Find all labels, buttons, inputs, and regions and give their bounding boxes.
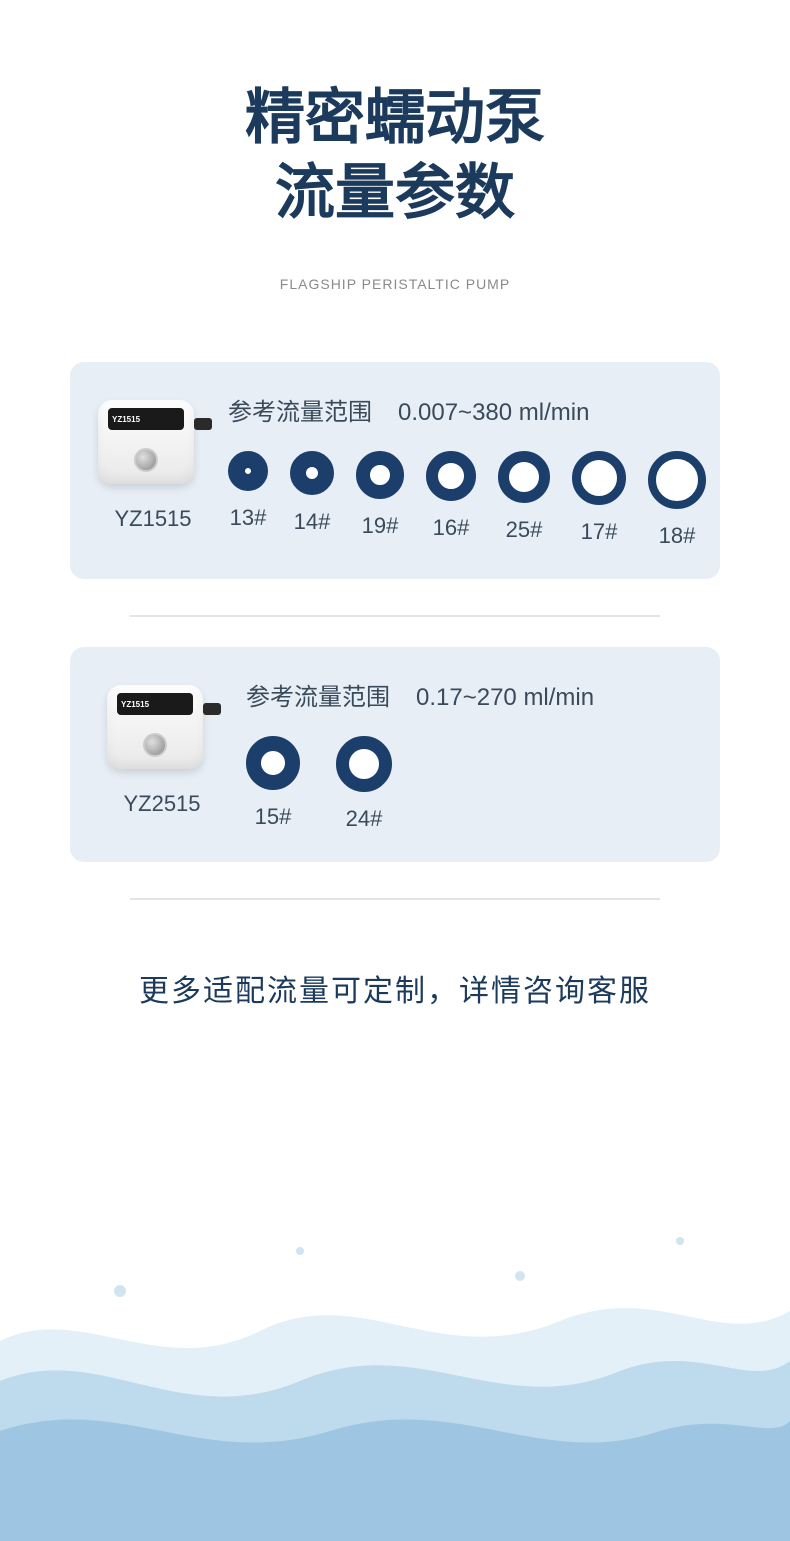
product-col: YZ1515 YZ2515 bbox=[98, 677, 226, 817]
model-label: YZ1515 bbox=[114, 506, 191, 532]
bubble-icon bbox=[676, 1237, 684, 1245]
tube-item: 24# bbox=[336, 736, 392, 832]
tube-label: 17# bbox=[581, 519, 618, 545]
bubble-icon bbox=[296, 1247, 304, 1255]
pump-illustration: YZ1515 bbox=[98, 392, 208, 492]
flow-value: 0.17~270 ml/min bbox=[416, 684, 594, 712]
tube-item: 15# bbox=[246, 736, 300, 832]
divider bbox=[130, 898, 660, 900]
tube-item: 14# bbox=[290, 451, 334, 549]
wave-mid bbox=[0, 1361, 790, 1541]
spec-col: 参考流量范围 0.007~380 ml/min 13#14#19#16#25#1… bbox=[208, 392, 706, 549]
pump-roller bbox=[134, 448, 158, 472]
tube-ring-icon bbox=[290, 451, 334, 495]
tube-ring-icon bbox=[228, 451, 268, 491]
tube-label: 24# bbox=[346, 806, 383, 832]
pump-roller bbox=[143, 733, 167, 757]
spec-header: 参考流量范围 0.17~270 ml/min bbox=[246, 677, 686, 712]
tube-ring-icon bbox=[336, 736, 392, 792]
title-line-1: 精密蠕动泵 bbox=[0, 80, 790, 155]
flow-label: 参考流量范围 bbox=[228, 392, 372, 427]
tube-ring-icon bbox=[498, 451, 550, 503]
tube-ring-icon bbox=[246, 736, 300, 790]
pump-illustration: YZ1515 bbox=[107, 677, 217, 777]
pump-knob bbox=[194, 418, 212, 430]
footer-note: 更多适配流量可定制，详情咨询客服 bbox=[0, 966, 790, 1010]
tube-label: 15# bbox=[255, 804, 292, 830]
divider bbox=[130, 615, 660, 617]
pump-badge: YZ1515 bbox=[108, 408, 184, 430]
page-title: 精密蠕动泵 流量参数 bbox=[0, 80, 790, 230]
tube-item: 19# bbox=[356, 451, 404, 549]
bubble-icon bbox=[515, 1271, 525, 1281]
title-line-2: 流量参数 bbox=[0, 155, 790, 230]
tube-label: 18# bbox=[659, 523, 696, 549]
pump-badge: YZ1515 bbox=[117, 693, 193, 715]
spec-header: 参考流量范围 0.007~380 ml/min bbox=[228, 392, 706, 427]
tube-ring-icon bbox=[648, 451, 706, 509]
spec-col: 参考流量范围 0.17~270 ml/min 15# 24# bbox=[226, 677, 686, 832]
tube-label: 13# bbox=[230, 505, 267, 531]
tube-item: 25# bbox=[498, 451, 550, 549]
tube-label: 19# bbox=[362, 513, 399, 539]
flow-value: 0.007~380 ml/min bbox=[398, 399, 589, 427]
wave-front bbox=[0, 1419, 790, 1541]
product-card-yz2515: YZ1515 YZ2515 参考流量范围 0.17~270 ml/min 15#… bbox=[70, 647, 720, 862]
tube-item: 18# bbox=[648, 451, 706, 549]
page-subtitle: FLAGSHIP PERISTALTIC PUMP bbox=[0, 276, 790, 292]
tube-ring-icon bbox=[426, 451, 476, 501]
tube-label: 16# bbox=[433, 515, 470, 541]
tube-row: 15# 24# bbox=[246, 736, 686, 832]
tube-label: 25# bbox=[506, 517, 543, 543]
tube-ring-icon bbox=[356, 451, 404, 499]
tube-row: 13# 14# 19# 16# 25# 17# 18# bbox=[228, 451, 706, 549]
flow-label: 参考流量范围 bbox=[246, 677, 390, 712]
tube-label: 14# bbox=[294, 509, 331, 535]
wave-back bbox=[0, 1308, 790, 1541]
product-card-yz1515: YZ1515 YZ1515 参考流量范围 0.007~380 ml/min 13… bbox=[70, 362, 720, 579]
tube-item: 16# bbox=[426, 451, 476, 549]
product-col: YZ1515 YZ1515 bbox=[98, 392, 208, 532]
tube-item: 13# bbox=[228, 451, 268, 549]
bubble-icon bbox=[114, 1285, 126, 1297]
header: 精密蠕动泵 流量参数 FLAGSHIP PERISTALTIC PUMP bbox=[0, 0, 790, 292]
tube-item: 17# bbox=[572, 451, 626, 549]
model-label: YZ2515 bbox=[123, 791, 200, 817]
pump-knob bbox=[203, 703, 221, 715]
water-illustration bbox=[0, 1181, 790, 1541]
tube-ring-icon bbox=[572, 451, 626, 505]
